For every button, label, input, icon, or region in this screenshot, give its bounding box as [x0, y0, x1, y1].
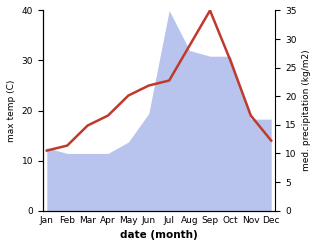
Y-axis label: max temp (C): max temp (C): [7, 79, 16, 142]
Y-axis label: med. precipitation (kg/m2): med. precipitation (kg/m2): [302, 50, 311, 171]
X-axis label: date (month): date (month): [120, 230, 198, 240]
